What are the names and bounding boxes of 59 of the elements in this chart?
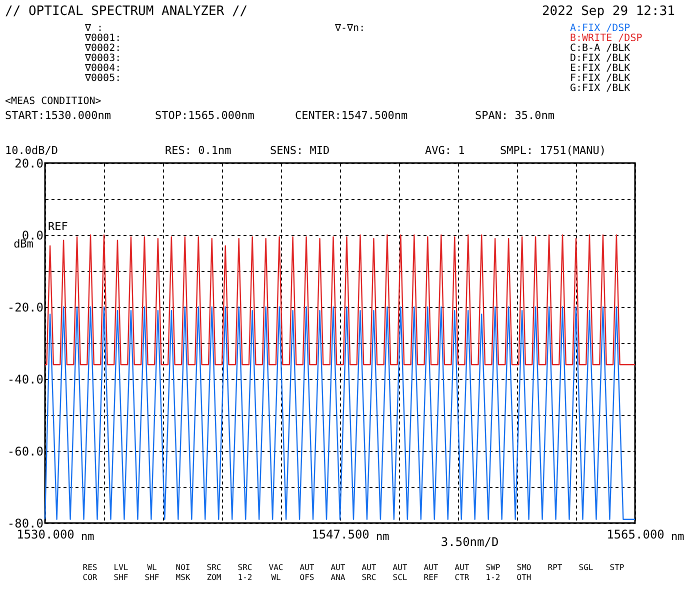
text: RES COR [82,563,98,582]
line-series [44,234,636,366]
chart-title: // OPTICAL SPECTRUM ANALYZER // [5,4,248,19]
text: AUT REF [424,563,438,582]
text: ∇0004: [84,63,122,74]
text: SGL [578,563,594,572]
text: SWP 1-2 [486,563,500,582]
text: ∇0002: [84,43,122,54]
text: <MEAS CONDITION> [5,96,102,107]
x-axis-title: nm [81,530,95,543]
text: SENS: MID [270,144,330,157]
text: SRC ZOM [206,563,222,582]
text: AUT CTR [454,563,470,582]
text: AUT OFS [300,563,314,582]
text: A:FIX /DSP [570,23,630,34]
text: ∇ : [84,23,104,34]
text: RPT [548,563,562,572]
text: nm [671,530,684,543]
text: D:FIX /BLK [570,53,630,64]
text: AUT SCL [392,563,408,582]
text: E:FIX /BLK [570,63,630,74]
x-tick-label: 1547.500 [312,528,370,542]
text: C:B-A /BLK [570,43,630,54]
annotation: REF [48,220,68,233]
y-tick-label: -40.0 [7,372,44,386]
text: ∇-∇n: [334,23,366,34]
text: RES: 0.1nm [165,144,232,157]
text: STP [610,563,624,572]
text: NOI MSK [176,563,190,582]
text: F:FIX /BLK [570,73,630,84]
text: START:1530.000nm [5,109,112,122]
text: SRC 1-2 [238,563,252,582]
y-tick-label: 20.0 [14,156,44,170]
text: AUT ANA [330,563,346,582]
chart-subtitle: 2022 Sep 29 12:31 [542,4,675,19]
text: 3.50nm/D [440,535,499,549]
text: AVG: 1 [425,144,465,157]
text: SMO OTH [516,563,532,582]
text: CENTER:1547.500nm [295,109,408,122]
y-tick-label: -20.0 [7,300,44,314]
text: ∇0001: [84,33,122,44]
y-tick-label: -80.0 [7,516,44,530]
text: nm [376,530,390,543]
text: B:WRITE /DSP [570,33,642,44]
text: ∇0003: [84,53,122,64]
text: ∇0005: [84,73,122,84]
text: AUT SRC [362,563,376,582]
text: WL SHF [144,563,160,582]
x-tick-label: 1530.000 [16,528,74,542]
text: VAC WL [268,563,284,582]
text: G:FIX /BLK [570,83,630,94]
text: SPAN: 35.0nm [475,109,555,122]
text: LVL SHF [114,563,128,582]
x-tick-label: 1565.000 [606,528,664,542]
line-series [44,306,636,520]
text: STOP:1565.000nm [155,109,255,122]
text: 10.0dB/D [5,144,58,157]
text: SMPL: 1751(MANU) [500,144,606,157]
y-tick-label: -60.0 [7,444,44,458]
